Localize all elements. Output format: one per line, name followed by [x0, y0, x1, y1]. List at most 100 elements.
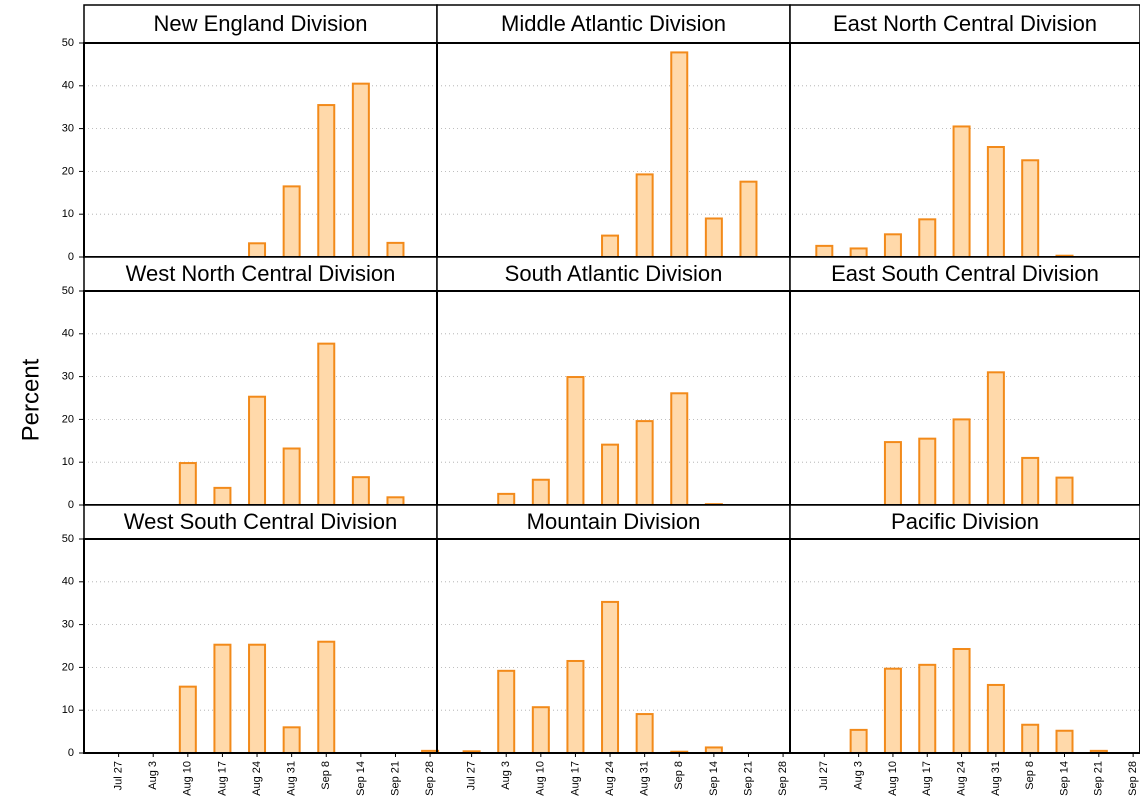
x-tick-label: Aug 10 — [887, 761, 899, 796]
bar — [282, 726, 301, 755]
bar — [918, 437, 937, 506]
bar — [566, 659, 585, 754]
strip — [789, 4, 1140, 44]
bar — [566, 376, 585, 507]
panel-title: East South Central Division — [831, 261, 1099, 286]
panel-border — [83, 42, 438, 258]
bar — [178, 462, 197, 506]
x-tick-label: Sep 28 — [424, 761, 436, 796]
x-tick-label: Sep 28 — [1127, 761, 1139, 796]
bar — [317, 640, 336, 754]
y-tick-label: 20 — [62, 413, 74, 425]
bar — [531, 706, 550, 754]
bar — [248, 242, 267, 259]
x-tick-label: Aug 31 — [639, 761, 651, 796]
bar — [497, 669, 516, 754]
x-tick-label: Aug 3 — [853, 761, 865, 790]
bar — [986, 146, 1005, 258]
bar — [849, 728, 868, 754]
y-tick-label: 30 — [62, 123, 74, 135]
y-tick-label: 0 — [68, 251, 74, 263]
y-tick-label: 10 — [62, 208, 74, 220]
bar — [248, 643, 267, 754]
bar — [497, 492, 516, 507]
bar — [986, 371, 1005, 506]
bar — [213, 486, 232, 507]
bar — [178, 685, 197, 754]
bar — [883, 233, 902, 258]
strip — [83, 4, 438, 44]
x-tick-label: Aug 24 — [604, 761, 616, 796]
y-tick-label: 50 — [62, 37, 74, 49]
y-tick-label: 40 — [62, 80, 74, 92]
bar — [670, 392, 689, 506]
bar — [1021, 723, 1040, 755]
x-tick-label: Aug 17 — [569, 761, 581, 796]
y-tick-label: 20 — [62, 165, 74, 177]
panel-title: West South Central Division — [124, 509, 398, 534]
bar — [282, 447, 301, 506]
bar — [918, 663, 937, 754]
bar — [282, 185, 301, 259]
x-tick-label: Aug 3 — [147, 761, 159, 790]
y-tick-label: 0 — [68, 499, 74, 511]
x-tick-label: Aug 31 — [286, 761, 298, 796]
y-tick-label: 30 — [62, 371, 74, 383]
y-tick-label: 50 — [62, 533, 74, 545]
x-tick-label: Aug 17 — [921, 761, 933, 796]
bar — [918, 218, 937, 258]
x-tick-label: Aug 10 — [535, 761, 547, 796]
x-tick-label: Sep 8 — [320, 761, 332, 790]
bar — [317, 104, 336, 258]
x-tick-label: Jul 27 — [466, 761, 478, 790]
bar — [601, 443, 620, 507]
bar — [635, 713, 654, 754]
x-tick-label: Jul 27 — [818, 761, 830, 790]
bar — [739, 180, 758, 258]
x-tick-label: Sep 21 — [389, 761, 401, 796]
bar — [248, 395, 267, 506]
bar — [386, 496, 405, 506]
y-tick-label: 30 — [62, 619, 74, 631]
x-tick-label: Sep 14 — [1058, 761, 1070, 796]
y-tick-label: 40 — [62, 576, 74, 588]
bar — [386, 241, 405, 259]
bar — [351, 476, 370, 506]
strip — [789, 504, 1140, 540]
x-tick-label: Sep 14 — [355, 761, 367, 796]
strip — [436, 504, 791, 540]
x-tick-label: Aug 31 — [990, 761, 1002, 796]
bar — [601, 234, 620, 259]
panel-border — [436, 42, 791, 258]
bar — [635, 420, 654, 506]
x-tick-label: Aug 24 — [955, 761, 967, 796]
x-tick-label: Sep 14 — [708, 761, 720, 796]
panel-title: Mountain Division — [527, 509, 701, 534]
bar — [1055, 729, 1074, 755]
bar — [849, 247, 868, 259]
y-tick-label: 40 — [62, 328, 74, 340]
x-tick-label: Aug 10 — [182, 761, 194, 796]
y-tick-label: 20 — [62, 661, 74, 673]
bar — [531, 478, 550, 506]
bar — [601, 600, 620, 755]
y-tick-label: 10 — [62, 456, 74, 468]
bar — [883, 667, 902, 755]
panel-border — [789, 538, 1140, 754]
x-tick-label: Sep 21 — [1093, 761, 1105, 796]
bar — [883, 441, 902, 507]
x-tick-label: Sep 8 — [673, 761, 685, 790]
bar — [1021, 159, 1040, 258]
bar — [1021, 456, 1040, 507]
panel-title: South Atlantic Division — [505, 261, 723, 286]
y-tick-label: 10 — [62, 704, 74, 716]
panel-title: Pacific Division — [891, 509, 1039, 534]
bar — [351, 82, 370, 258]
y-tick-label: 0 — [68, 747, 74, 759]
x-tick-label: Aug 3 — [500, 761, 512, 790]
x-tick-label: Sep 8 — [1024, 761, 1036, 790]
panel-title: New England Division — [154, 11, 368, 36]
bar — [317, 342, 336, 507]
x-tick-label: Aug 17 — [216, 761, 228, 796]
bar — [815, 244, 834, 258]
